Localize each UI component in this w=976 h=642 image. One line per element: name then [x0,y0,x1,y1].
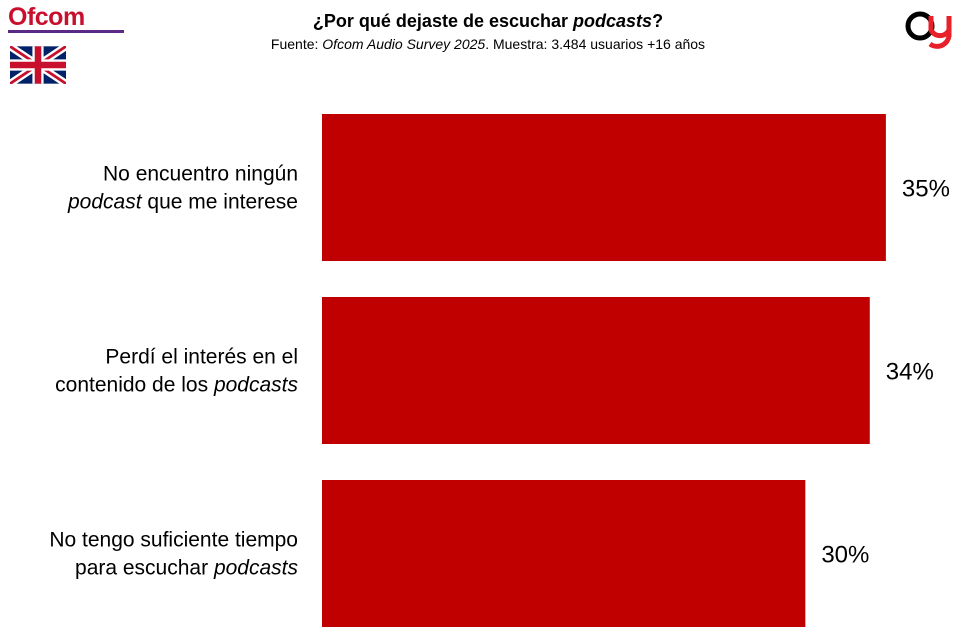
bar-2 [322,297,870,444]
category-label-2-line-2: contenido de los podcasts [55,374,298,397]
category-label-3-line-2: para escuchar podcasts [75,557,298,580]
ofcom-logo: Ofcom [8,3,85,31]
value-label-2: 34% [886,359,934,386]
bar-1 [322,114,886,261]
category-label-1-line-2: podcast que me interese [67,191,298,214]
uk-flag-icon [10,46,66,84]
category-label-segment: contenido de los [55,374,214,397]
category-label-segment: Perdí el interés en el [105,346,298,369]
category-label-3-line-1: No tengo suficiente tiempo [49,529,298,552]
chart-subtitle-text: Fuente: [270,36,323,52]
category-label-segment: podcasts [213,557,299,580]
chart-title-text: ¿Por qué dejaste de escuchar [312,11,574,31]
chart-subtitle-italic: Ofcom Audio Survey 2025 [322,36,486,52]
category-label-segment: podcasts [213,374,299,397]
bar-3 [322,480,806,627]
category-label-segment: No tengo suficiente tiempo [49,529,298,552]
chart-subtitle: Fuente: Ofcom Audio Survey 2025. Muestra… [0,35,976,53]
chart-title: ¿Por qué dejaste de escuchar podcasts? [0,10,976,32]
value-label-3: 30% [821,542,869,569]
chart-subtitle-suffix: . Muestra: 3.484 usuarios +16 años [485,36,706,52]
category-label-segment: para escuchar [75,557,214,580]
chart-title-suffix: ? [652,11,664,31]
category-label-segment: No encuentro ningún [103,163,298,186]
category-label-segment: que me interese [142,191,298,214]
ofcom-logo-underline [8,30,124,33]
brand-logo-icon [905,11,952,49]
category-label-1-line-1: No encuentro ningún [103,163,298,186]
category-label-segment: podcast [67,191,143,214]
chart-title-italic: podcasts [573,11,653,31]
value-label-1: 35% [902,176,950,203]
category-label-2-line-1: Perdí el interés en el [105,346,298,369]
